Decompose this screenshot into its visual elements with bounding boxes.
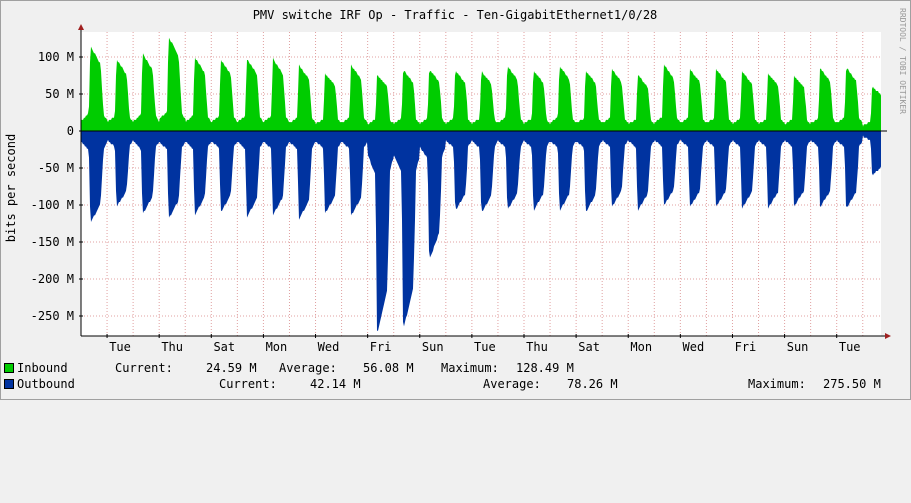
inbound-maximum-value: 128.49 M (516, 361, 574, 375)
inbound-current-label: Current: (115, 361, 173, 375)
x-tick-label: Thu (161, 340, 183, 354)
y-axis-label: bits per second (4, 134, 18, 242)
x-tick-label: Fri (735, 340, 757, 354)
y-tick-label: -200 M (31, 272, 74, 286)
inbound-name: Inbound (17, 361, 68, 375)
x-tick-label: Tue (839, 340, 861, 354)
x-tick-label: Mon (266, 340, 288, 354)
x-axis-arrow (885, 333, 891, 339)
outbound-maximum-value: 275.50 M (823, 377, 881, 391)
x-tick-label: Wed (683, 340, 705, 354)
x-tick-label: Sun (787, 340, 809, 354)
x-tick-labels: Tue Thu Sat Mon Wed Fri Sun Tue Thu Sat Mon Wed Fri S… (109, 340, 860, 354)
inbound-current-value: 24.59 M (206, 361, 257, 375)
x-tick-label: Fri (370, 340, 392, 354)
outbound-current-value: 42.14 M (310, 377, 361, 391)
y-tick-label: -150 M (31, 235, 74, 249)
outbound-name: Outbound (17, 377, 75, 391)
x-tick-label: Sun (422, 340, 444, 354)
x-tick-label: Wed (318, 340, 340, 354)
x-tick-label: Thu (526, 340, 548, 354)
y-tick-labels: 100 M 50 M 0 -50 M -100 M -150 M -200 M -250 M (31, 50, 74, 323)
rrdtool-watermark: RRDTOOL / TOBI OETIKER (898, 8, 907, 114)
series-layer (81, 37, 881, 331)
y-tick-label: 100 M (38, 50, 74, 64)
inbound-maximum-label: Maximum: (441, 361, 499, 375)
inbound-average-label: Average: (279, 361, 337, 375)
x-tick-label: Tue (474, 340, 496, 354)
axes (78, 24, 891, 339)
legend-outbound: Outbound Current: 42.14 M Average: 78.26… (4, 377, 897, 391)
outbound-maximum-label: Maximum: (748, 377, 806, 391)
x-tick-label: Mon (630, 340, 652, 354)
y-tick-label: -250 M (31, 309, 74, 323)
y-axis-arrow (78, 24, 84, 30)
outbound-swatch (4, 379, 14, 389)
outbound-average-label: Average: (483, 377, 541, 391)
outbound-current-label: Current: (219, 377, 277, 391)
x-tick-label: Sat (213, 340, 235, 354)
legend-inbound: Inbound Current: 24.59 M Average: 56.08 … (4, 361, 897, 375)
y-tick-label: -100 M (31, 198, 74, 212)
chart-title: PMV switche IRF Op - Traffic - Ten-Gigab… (253, 8, 658, 22)
x-tick-label: Sat (578, 340, 600, 354)
y-tick-label: -50 M (38, 161, 74, 175)
series-outbound-area (81, 131, 881, 331)
x-tick-label: Tue (109, 340, 131, 354)
y-tick-label: 0 (67, 124, 74, 138)
series-inbound-area (81, 37, 881, 131)
y-tick-label: 50 M (45, 87, 74, 101)
traffic-chart: PMV switche IRF Op - Traffic - Ten-Gigab… (4, 8, 907, 354)
inbound-average-value: 56.08 M (363, 361, 414, 375)
inbound-swatch (4, 363, 14, 373)
outbound-average-value: 78.26 M (567, 377, 618, 391)
